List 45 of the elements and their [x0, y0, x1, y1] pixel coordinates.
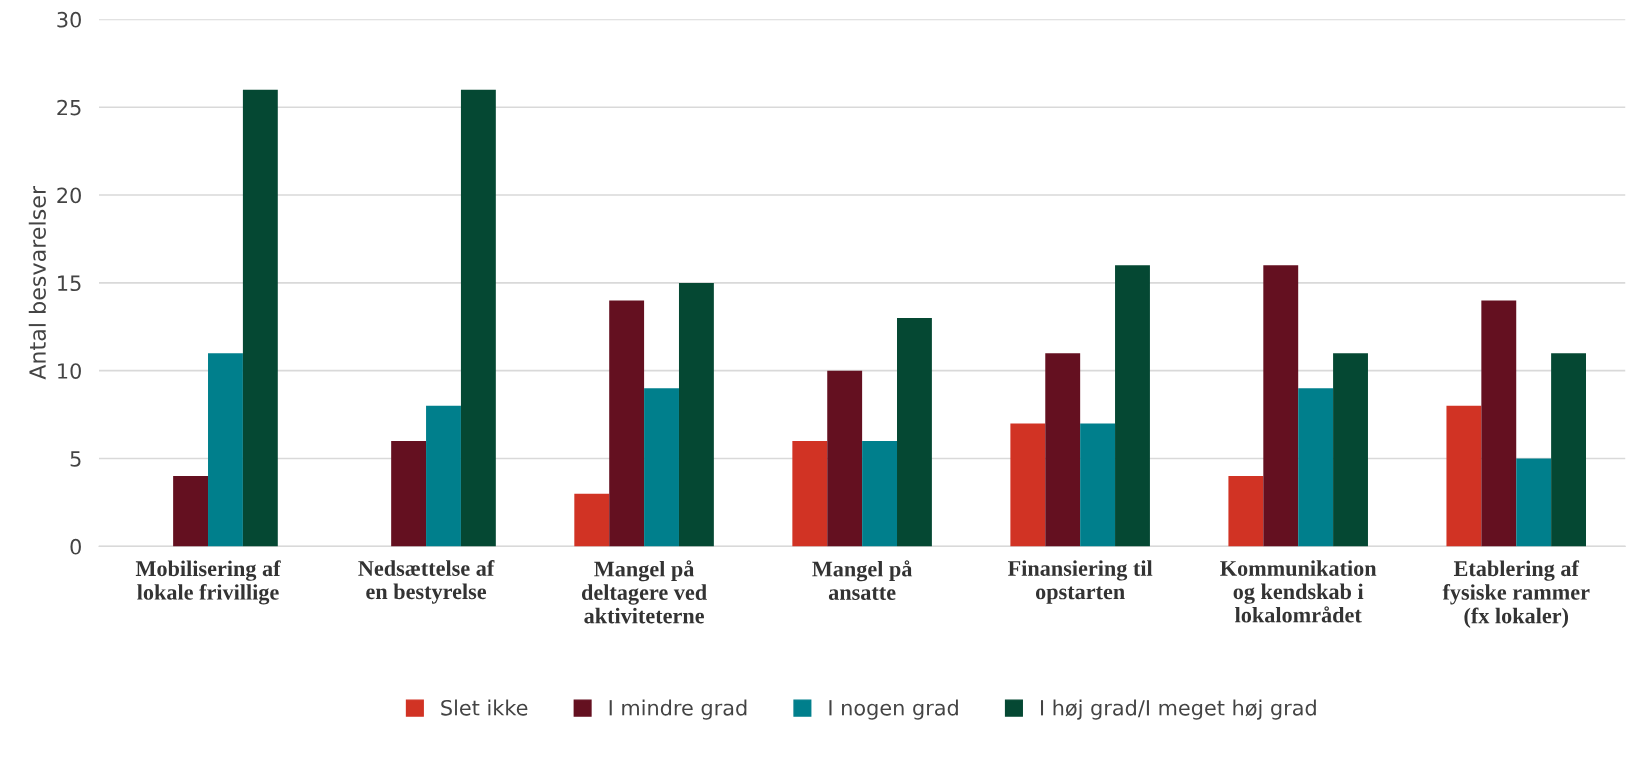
bar — [1446, 405, 1482, 547]
bar — [862, 440, 898, 547]
bar — [609, 300, 645, 547]
x-tick-label: Mangel på ansatte — [812, 560, 913, 600]
bar — [391, 440, 427, 547]
legend-label: Slet ikke — [441, 699, 528, 716]
legend-label: I høj grad/I meget høj grad — [1040, 699, 1316, 720]
x-tick-label: Kommunikation og kendskab i lokalområdet — [1220, 560, 1377, 623]
bar — [827, 370, 863, 547]
y-axis-title: Antal besvarelser — [28, 185, 46, 380]
x-tick-label: Mobilisering af lokale frivillige — [135, 560, 281, 605]
bar — [678, 282, 714, 547]
bar — [1333, 353, 1368, 547]
y-tick-label: 15 — [58, 275, 81, 292]
bar — [1263, 265, 1299, 547]
x-tick-label: Nedsættelse af en bestyrelse — [358, 560, 495, 604]
y-tick-label: 25 — [57, 99, 81, 116]
bar — [1080, 423, 1116, 547]
bar — [1010, 423, 1046, 547]
x-tick-label: Mangel på deltagere ved aktiviteterne — [581, 560, 707, 624]
bar — [1228, 476, 1264, 547]
bar — [1298, 388, 1334, 547]
bar — [1551, 353, 1586, 547]
bar — [173, 476, 209, 547]
bar — [1481, 300, 1517, 547]
y-tick-label: 30 — [57, 11, 81, 28]
x-tick-label: Finansiering til opstarten — [1008, 560, 1153, 604]
y-tick-label: 10 — [58, 363, 81, 379]
legend-label: I nogen grad — [829, 699, 958, 720]
bar — [460, 89, 496, 547]
y-tick-label: 5 — [70, 451, 81, 467]
bar — [242, 89, 278, 547]
legend-label: I mindre grad — [609, 699, 747, 720]
bar — [1516, 458, 1552, 547]
x-tick-label: Etablering af fysiske rammer (fx lokaler) — [1442, 560, 1590, 628]
bar — [208, 353, 243, 547]
bar — [792, 440, 828, 547]
y-tick-label: 0 — [70, 538, 81, 555]
y-tick-label: 20 — [57, 187, 81, 204]
bar — [426, 405, 461, 547]
bar — [1115, 265, 1150, 547]
bar — [897, 318, 932, 547]
bar — [1045, 353, 1081, 547]
bar — [574, 493, 610, 547]
bar — [644, 388, 679, 547]
